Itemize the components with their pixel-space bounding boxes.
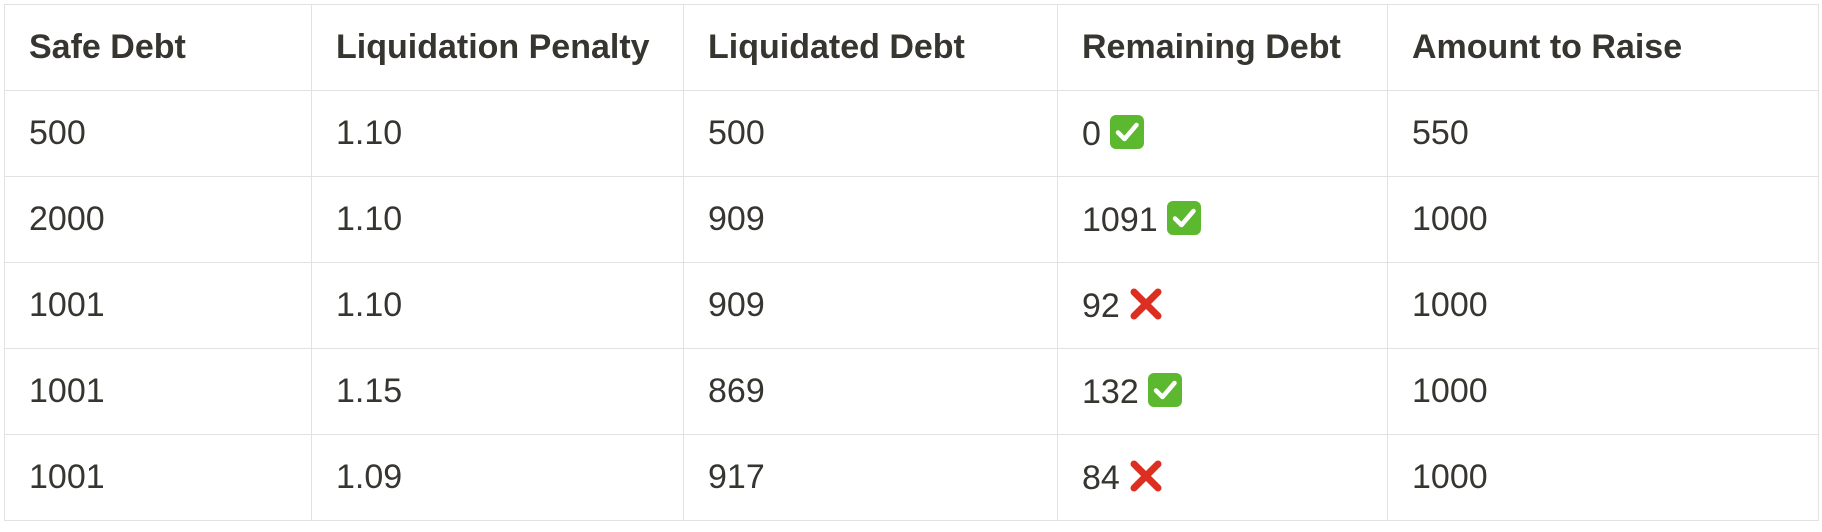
cell-safe-debt: 1001 <box>4 262 312 349</box>
cell-liquidation-penalty: 1.15 <box>311 348 684 435</box>
cell-amount-to-raise: 1000 <box>1387 176 1819 263</box>
table-body: 500 1.10 500 0 550 2000 1.10 909 1091 1000 1001 1.1… <box>4 90 1819 521</box>
header-remaining-debt: Remaining Debt <box>1057 4 1388 91</box>
table-row: 1001 1.15 869 132 1000 <box>4 348 1819 435</box>
check-mark-icon <box>1147 372 1183 408</box>
check-mark-icon <box>1166 200 1202 236</box>
table-row: 1001 1.09 917 84 1000 <box>4 434 1819 521</box>
cell-remaining-debt: 0 <box>1057 90 1388 177</box>
cell-amount-to-raise: 1000 <box>1387 434 1819 521</box>
cell-liquidation-penalty: 1.10 <box>311 262 684 349</box>
cell-liquidated-debt: 909 <box>683 176 1058 263</box>
cross-mark-icon <box>1128 286 1164 322</box>
cell-remaining-debt: 1091 <box>1057 176 1388 263</box>
cell-safe-debt: 2000 <box>4 176 312 263</box>
cell-safe-debt: 1001 <box>4 434 312 521</box>
header-safe-debt: Safe Debt <box>4 4 312 91</box>
cell-liquidated-debt: 909 <box>683 262 1058 349</box>
remaining-debt-value: 1091 <box>1082 200 1158 239</box>
cell-amount-to-raise: 1000 <box>1387 348 1819 435</box>
cell-liquidation-penalty: 1.10 <box>311 90 684 177</box>
cell-remaining-debt: 132 <box>1057 348 1388 435</box>
cell-liquidated-debt: 500 <box>683 90 1058 177</box>
remaining-debt-value: 84 <box>1082 458 1120 497</box>
cross-mark-icon <box>1128 458 1164 494</box>
table-row: 1001 1.10 909 92 1000 <box>4 262 1819 349</box>
liquidation-table: Safe Debt Liquidation Penalty Liquidated… <box>4 4 1819 521</box>
remaining-debt-value: 132 <box>1082 372 1139 411</box>
cell-safe-debt: 1001 <box>4 348 312 435</box>
cell-remaining-debt: 92 <box>1057 262 1388 349</box>
header-liquidated-debt: Liquidated Debt <box>683 4 1058 91</box>
cell-amount-to-raise: 550 <box>1387 90 1819 177</box>
table-row: 2000 1.10 909 1091 1000 <box>4 176 1819 263</box>
table-header-row: Safe Debt Liquidation Penalty Liquidated… <box>4 4 1819 91</box>
cell-remaining-debt: 84 <box>1057 434 1388 521</box>
cell-liquidated-debt: 917 <box>683 434 1058 521</box>
remaining-debt-value: 92 <box>1082 286 1120 325</box>
cell-liquidation-penalty: 1.09 <box>311 434 684 521</box>
table-row: 500 1.10 500 0 550 <box>4 90 1819 177</box>
cell-safe-debt: 500 <box>4 90 312 177</box>
header-liquidation-penalty: Liquidation Penalty <box>311 4 684 91</box>
cell-amount-to-raise: 1000 <box>1387 262 1819 349</box>
check-mark-icon <box>1109 114 1145 150</box>
cell-liquidated-debt: 869 <box>683 348 1058 435</box>
header-amount-to-raise: Amount to Raise <box>1387 4 1819 91</box>
cell-liquidation-penalty: 1.10 <box>311 176 684 263</box>
remaining-debt-value: 0 <box>1082 114 1101 153</box>
